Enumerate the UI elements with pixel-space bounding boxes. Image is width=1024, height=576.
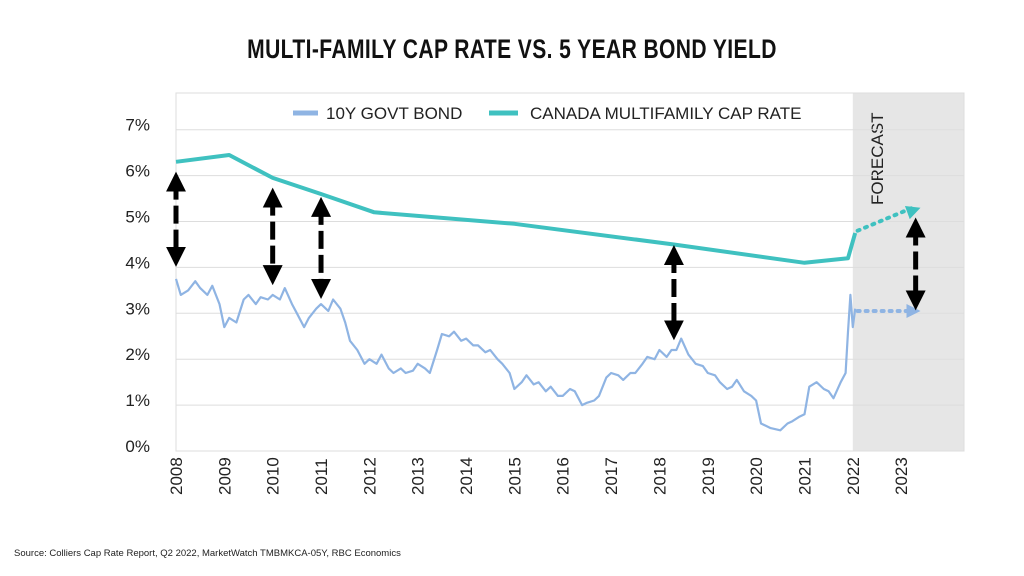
- cap-rate-line: [175, 153, 858, 265]
- y-tick-label: 5%: [125, 208, 150, 227]
- x-tick-label: 2013: [409, 457, 428, 495]
- plot-frame: [175, 92, 965, 452]
- x-tick-label: 2011: [312, 458, 331, 495]
- forecast-arrowhead: [904, 205, 921, 220]
- x-tick-label: 2012: [360, 457, 379, 495]
- x-tick-label: 2020: [747, 457, 766, 495]
- x-tick-label: 2008: [167, 457, 186, 495]
- x-tick-label: 2010: [264, 457, 283, 495]
- chart-title: MULTI-FAMILY CAP RATE VS. 5 YEAR BOND YI…: [247, 34, 777, 64]
- x-tick-label: 2022: [844, 457, 863, 495]
- y-tick-label: 1%: [125, 391, 150, 410]
- y-tick-label: 2%: [125, 345, 150, 364]
- x-tick-label: 2018: [650, 457, 669, 495]
- y-tick-label: 4%: [125, 253, 150, 272]
- x-tick-label: 2009: [215, 457, 234, 495]
- x-tick-label: 2014: [457, 457, 476, 495]
- x-tick-label: 2023: [892, 457, 911, 495]
- legend-label-bond: 10Y GOVT BOND: [326, 104, 462, 123]
- x-tick-label: 2019: [699, 457, 718, 495]
- legend: 10Y GOVT BOND CANADA MULTIFAMILY CAP RATE: [293, 104, 801, 123]
- bond-yield-line: [174, 278, 857, 432]
- y-tick-label: 7%: [125, 116, 150, 135]
- x-tick-label: 2017: [602, 457, 621, 495]
- y-tick-label: 0%: [125, 437, 150, 456]
- forecast-dotted-line: [855, 205, 915, 233]
- x-tick-label: 2015: [505, 457, 524, 495]
- legend-label-cap-rate: CANADA MULTIFAMILY CAP RATE: [530, 104, 801, 123]
- x-tick-label: 2016: [554, 457, 573, 495]
- y-tick-label: 3%: [125, 299, 150, 318]
- source-note: Source: Colliers Cap Rate Report, Q2 202…: [14, 548, 401, 559]
- x-tick-label: 2021: [795, 457, 814, 495]
- forecast-label: FORECAST: [868, 112, 887, 205]
- y-tick-label: 6%: [125, 162, 150, 181]
